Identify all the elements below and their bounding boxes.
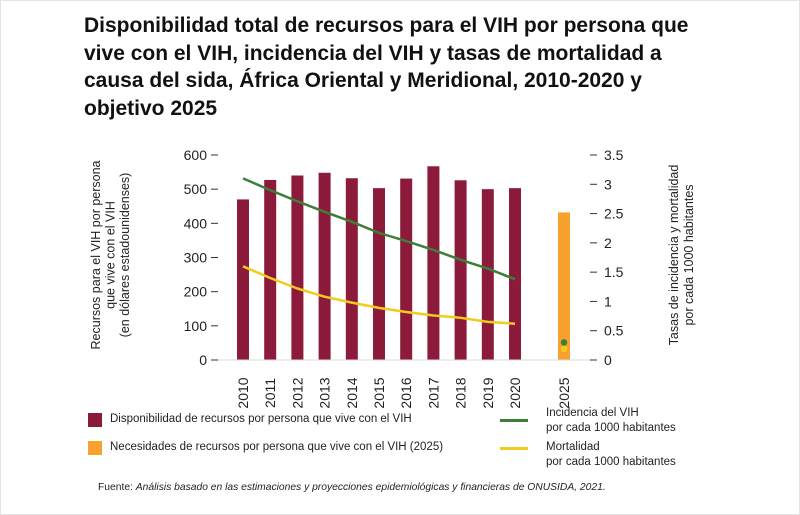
left-axis-title-line: (en dólares estadounidenses) bbox=[118, 173, 132, 338]
x-tick-label-2019: 2019 bbox=[480, 377, 496, 408]
legend-label-incidence: Incidencia del VIH por cada 1000 habitan… bbox=[546, 406, 676, 436]
legend-label-needs: Necesidades de recursos por persona que … bbox=[110, 441, 444, 453]
right-axis-tick-label: 2 bbox=[604, 235, 612, 251]
legend-label-mortality-line2: por cada 1000 habitantes bbox=[546, 456, 676, 468]
x-tick-label-2016: 2016 bbox=[398, 377, 414, 408]
left-axis-tick-label: 0 bbox=[199, 352, 207, 368]
left-axis-title-line: que vive con el VIH bbox=[104, 201, 118, 309]
left-axis-tick-label: 600 bbox=[184, 147, 208, 163]
right-axis-tick-label: 0 bbox=[604, 352, 612, 368]
bar-resources-2010 bbox=[237, 199, 249, 360]
x-tick-label-2010: 2010 bbox=[235, 377, 251, 408]
right-axis-tick-label: 3 bbox=[604, 176, 612, 192]
x-tick-label-2011: 2011 bbox=[262, 378, 278, 408]
source-label: Fuente: bbox=[98, 482, 133, 493]
left-axis-title: Recursos para el VIH por personaque vive… bbox=[89, 160, 132, 349]
bar-resources-2015 bbox=[373, 188, 385, 360]
bar-resources-2011 bbox=[264, 179, 277, 360]
incidence-target-2025 bbox=[560, 339, 568, 346]
x-tick-label-2014: 2014 bbox=[344, 377, 360, 408]
right-axis-tick-label: 2.5 bbox=[604, 206, 624, 222]
bar-resources-2014 bbox=[345, 178, 358, 360]
legend-swatch-resources bbox=[88, 413, 102, 427]
right-axis-title: Tasas de incidencia y mortalidadpor cada… bbox=[667, 165, 696, 346]
legend-label-mortality-line1: Mortalidad bbox=[546, 441, 600, 453]
right-axis-title-line: por cada 1000 habitantes bbox=[682, 184, 696, 325]
bar-resources-2019 bbox=[481, 189, 494, 360]
right-axis-tick-label: 1 bbox=[604, 293, 612, 309]
x-tick-label-2015: 2015 bbox=[371, 377, 387, 408]
left-axis-tick-label: 500 bbox=[184, 181, 208, 197]
legend-line-mortality bbox=[500, 447, 528, 450]
x-tick-label-2018: 2018 bbox=[453, 377, 469, 408]
right-axis-title-line: Tasas de incidencia y mortalidad bbox=[667, 165, 681, 346]
right-axis-tick-label: 3.5 bbox=[604, 147, 624, 163]
legend-label-resources: Disponibilidad de recursos por persona q… bbox=[110, 413, 412, 425]
bar-resources-2013 bbox=[318, 172, 331, 360]
legend-label-incidence-line1: Incidencia del VIH bbox=[546, 407, 639, 419]
bar-resources-2020 bbox=[509, 188, 521, 360]
left-axis-tick-label: 400 bbox=[184, 215, 208, 231]
bar-resources-2018 bbox=[454, 180, 467, 360]
left-axis-tick-label: 100 bbox=[184, 318, 208, 334]
bar-resources-2016 bbox=[400, 178, 413, 360]
legend-label-incidence-line2: por cada 1000 habitantes bbox=[546, 422, 676, 434]
legend-label-mortality: Mortalidad por cada 1000 habitantes bbox=[546, 440, 676, 470]
x-tick-label-2017: 2017 bbox=[425, 377, 441, 408]
bar-needs-2025 bbox=[558, 212, 570, 360]
left-axis-tick-label: 200 bbox=[184, 284, 208, 300]
mortality-target-2025 bbox=[560, 345, 568, 353]
bar-resources-2012 bbox=[291, 175, 304, 360]
x-tick-label-2020: 2020 bbox=[507, 377, 523, 408]
bar-resources-2017 bbox=[427, 166, 440, 360]
source-text: Análisis basado en las estimaciones y pr… bbox=[135, 482, 606, 493]
right-axis-tick-label: 0.5 bbox=[604, 323, 624, 339]
mortality-line bbox=[242, 265, 516, 325]
x-tick-label-2012: 2012 bbox=[289, 377, 305, 408]
x-tick-label-2025: 2025 bbox=[556, 377, 572, 408]
chart-title: Disponibilidad total de recursos para el… bbox=[84, 14, 689, 120]
left-axis-tick-label: 300 bbox=[184, 250, 208, 266]
right-axis-tick-label: 1.5 bbox=[604, 264, 624, 280]
incidence-line bbox=[242, 177, 516, 281]
x-tick-label-2013: 2013 bbox=[317, 377, 333, 408]
source-note: Fuente: Análisis basado en las estimacio… bbox=[98, 482, 606, 493]
legend-line-incidence bbox=[500, 419, 528, 422]
left-axis-title-line: Recursos para el VIH por persona bbox=[89, 160, 103, 349]
legend-swatch-needs bbox=[88, 441, 102, 455]
